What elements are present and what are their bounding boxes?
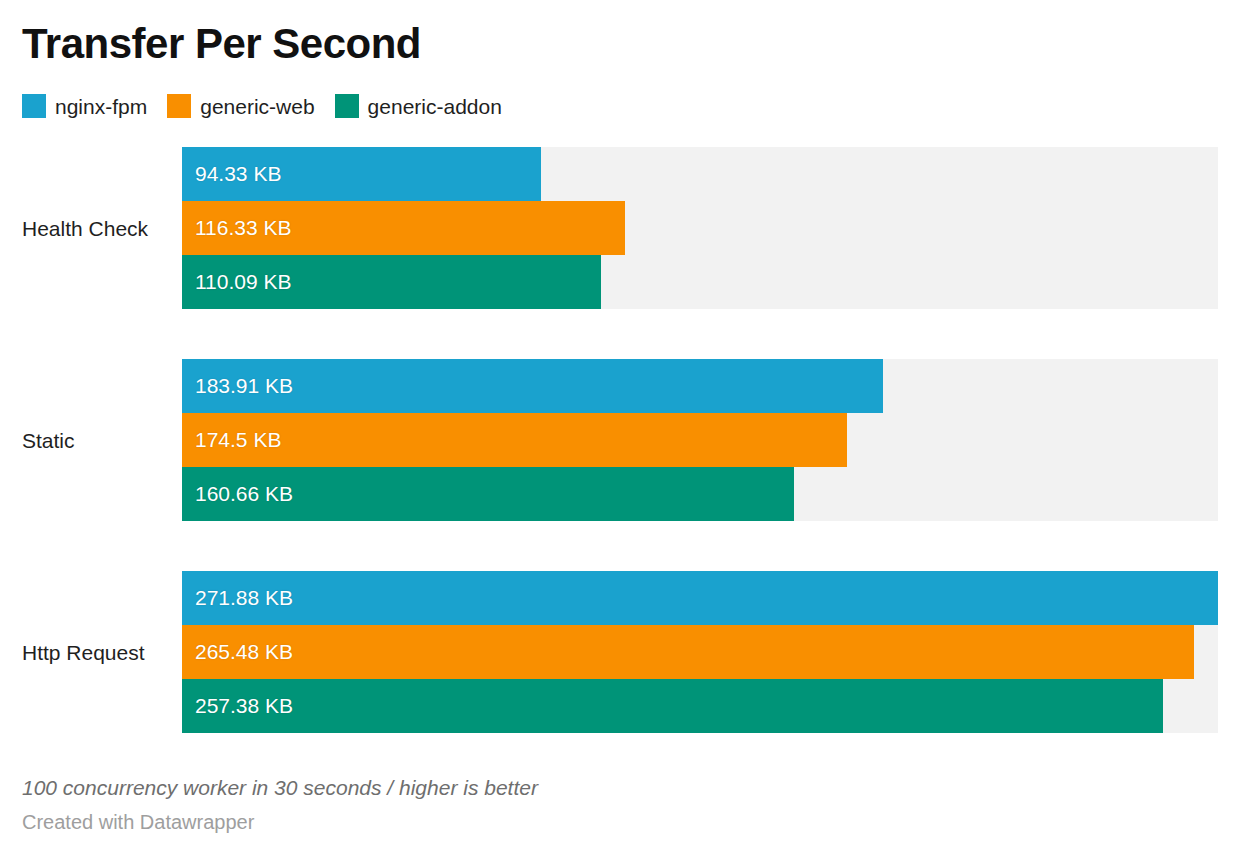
bar-value-label: 257.38 KB	[195, 694, 293, 718]
bar-track: 160.66 KB	[182, 467, 1218, 521]
bar-nginx-fpm-static: 183.91 KB	[182, 359, 883, 413]
legend-swatch-nginx-fpm	[22, 94, 46, 118]
bar-group-http-request: Http Request 271.88 KB 265.48 KB 257.38 KB	[22, 571, 1218, 733]
legend-swatch-generic-web	[167, 94, 191, 118]
bar-stack-static: 183.91 KB 174.5 KB 160.66 KB	[182, 359, 1218, 521]
legend-label-generic-addon: generic-addon	[368, 96, 502, 117]
chart: Health Check 94.33 KB 116.33 KB 110.09 KB St…	[22, 147, 1218, 733]
bar-generic-addon-health-check: 110.09 KB	[182, 255, 601, 309]
bar-value-label: 174.5 KB	[195, 428, 281, 452]
legend-swatch-generic-addon	[335, 94, 359, 118]
bar-generic-web-http-request: 265.48 KB	[182, 625, 1194, 679]
legend-item-nginx-fpm: nginx-fpm	[22, 94, 147, 118]
bar-group-health-check: Health Check 94.33 KB 116.33 KB 110.09 KB	[22, 147, 1218, 309]
bar-track: 183.91 KB	[182, 359, 1218, 413]
bar-track: 174.5 KB	[182, 413, 1218, 467]
bar-generic-web-health-check: 116.33 KB	[182, 201, 625, 255]
legend-item-generic-addon: generic-addon	[335, 94, 502, 118]
bar-generic-addon-static: 160.66 KB	[182, 467, 794, 521]
category-label-static: Static	[22, 359, 182, 521]
bar-value-label: 110.09 KB	[195, 270, 292, 294]
bar-value-label: 271.88 KB	[195, 586, 293, 610]
legend: nginx-fpm generic-web generic-addon	[22, 94, 1218, 118]
bar-track: 116.33 KB	[182, 201, 1218, 255]
bar-nginx-fpm-health-check: 94.33 KB	[182, 147, 541, 201]
bar-track: 257.38 KB	[182, 679, 1218, 733]
chart-title: Transfer Per Second	[22, 20, 1218, 68]
bar-stack-health-check: 94.33 KB 116.33 KB 110.09 KB	[182, 147, 1218, 309]
bar-value-label: 160.66 KB	[195, 482, 293, 506]
bar-value-label: 265.48 KB	[195, 640, 293, 664]
category-label-http-request: Http Request	[22, 571, 182, 733]
legend-label-nginx-fpm: nginx-fpm	[55, 96, 147, 117]
legend-label-generic-web: generic-web	[200, 96, 314, 117]
bar-track: 265.48 KB	[182, 625, 1218, 679]
bar-generic-web-static: 174.5 KB	[182, 413, 847, 467]
bar-generic-addon-http-request: 257.38 KB	[182, 679, 1163, 733]
datawrapper-attribution-link[interactable]: Created with Datawrapper	[22, 810, 254, 834]
category-label-health-check: Health Check	[22, 147, 182, 309]
bar-track: 271.88 KB	[182, 571, 1218, 625]
bar-group-static: Static 183.91 KB 174.5 KB 160.66 KB	[22, 359, 1218, 521]
bar-nginx-fpm-http-request: 271.88 KB	[182, 571, 1218, 625]
bar-value-label: 116.33 KB	[195, 216, 292, 240]
legend-item-generic-web: generic-web	[167, 94, 314, 118]
bar-track: 94.33 KB	[182, 147, 1218, 201]
bar-track: 110.09 KB	[182, 255, 1218, 309]
footnote: 100 concurrency worker in 30 seconds / h…	[22, 775, 1218, 800]
chart-container: Transfer Per Second nginx-fpm generic-web…	[0, 0, 1240, 860]
bar-value-label: 94.33 KB	[195, 162, 281, 186]
bar-value-label: 183.91 KB	[195, 374, 293, 398]
bar-stack-http-request: 271.88 KB 265.48 KB 257.38 KB	[182, 571, 1218, 733]
